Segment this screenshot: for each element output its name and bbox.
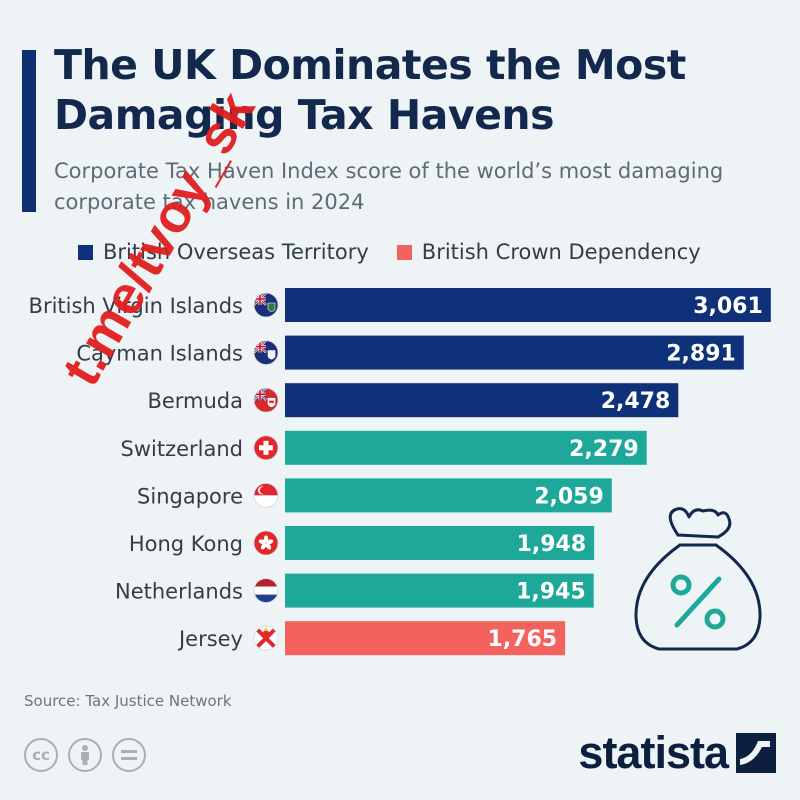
bar bbox=[285, 478, 612, 513]
chart-title: The UK Dominates the Most Damaging Tax H… bbox=[54, 41, 686, 139]
cayman-flag-icon bbox=[253, 340, 279, 366]
chart-subtitle: Corporate Tax Haven Index score of the w… bbox=[54, 159, 724, 214]
legend-label-crown-dependency: British Crown Dependency bbox=[421, 240, 701, 264]
legend-swatch-crown-dependency bbox=[396, 244, 412, 260]
singapore-flag-icon bbox=[253, 482, 279, 508]
license-icons: cc bbox=[24, 738, 156, 772]
category-label: Cayman Islands bbox=[76, 342, 243, 366]
bvi-flag-icon bbox=[253, 292, 279, 318]
statista-logo-icon bbox=[736, 733, 776, 773]
bar bbox=[285, 288, 771, 322]
title-accent-bar bbox=[22, 50, 36, 212]
bar bbox=[285, 573, 594, 608]
category-label: Jersey bbox=[177, 627, 243, 651]
bar-value-label: 2,279 bbox=[569, 437, 639, 462]
bar-value-label: 2,059 bbox=[534, 484, 604, 509]
no-derivatives-icon[interactable] bbox=[112, 738, 146, 772]
bar bbox=[285, 430, 647, 465]
netherlands-flag-icon bbox=[253, 578, 279, 603]
legend-swatch-overseas-territory bbox=[78, 244, 93, 260]
legend-item-overseas-territory: British Overseas Territory bbox=[78, 240, 369, 264]
bar-value-label: 3,061 bbox=[693, 294, 763, 319]
category-label: Netherlands bbox=[115, 580, 243, 604]
legend: British Overseas Territory British Crown… bbox=[78, 238, 729, 266]
source-note: Source: Tax Justice Network bbox=[24, 692, 232, 710]
legend-item-crown-dependency: British Crown Dependency bbox=[396, 240, 701, 264]
bar-value-label: 1,945 bbox=[516, 580, 586, 605]
bar-value-label: 2,478 bbox=[601, 389, 671, 414]
brand-wordmark: statista bbox=[578, 727, 729, 778]
bar bbox=[285, 383, 679, 418]
bar-value-label: 2,891 bbox=[666, 342, 736, 367]
legend-label-overseas-territory: British Overseas Territory bbox=[103, 240, 369, 264]
category-label: Singapore bbox=[137, 484, 243, 508]
switzerland-flag-icon bbox=[253, 435, 279, 461]
bar bbox=[285, 526, 595, 560]
bar bbox=[285, 621, 566, 656]
hong-kong-flag-icon bbox=[253, 530, 279, 556]
bar-value-label: 1,765 bbox=[488, 627, 558, 652]
attribution-icon[interactable] bbox=[68, 738, 102, 772]
category-label: Switzerland bbox=[121, 437, 244, 461]
category-label: British Virgin Islands bbox=[29, 294, 243, 318]
bar-value-label: 1,948 bbox=[517, 532, 587, 557]
category-label: Hong Kong bbox=[129, 532, 243, 556]
cc-icon[interactable]: cc bbox=[24, 738, 58, 772]
statista-logo[interactable]: statista bbox=[578, 727, 776, 779]
jersey-flag-icon bbox=[253, 625, 279, 651]
category-label: Bermuda bbox=[147, 389, 243, 413]
bermuda-flag-icon bbox=[253, 387, 279, 413]
money-bag-percent-icon bbox=[634, 507, 762, 651]
bar bbox=[285, 335, 744, 370]
